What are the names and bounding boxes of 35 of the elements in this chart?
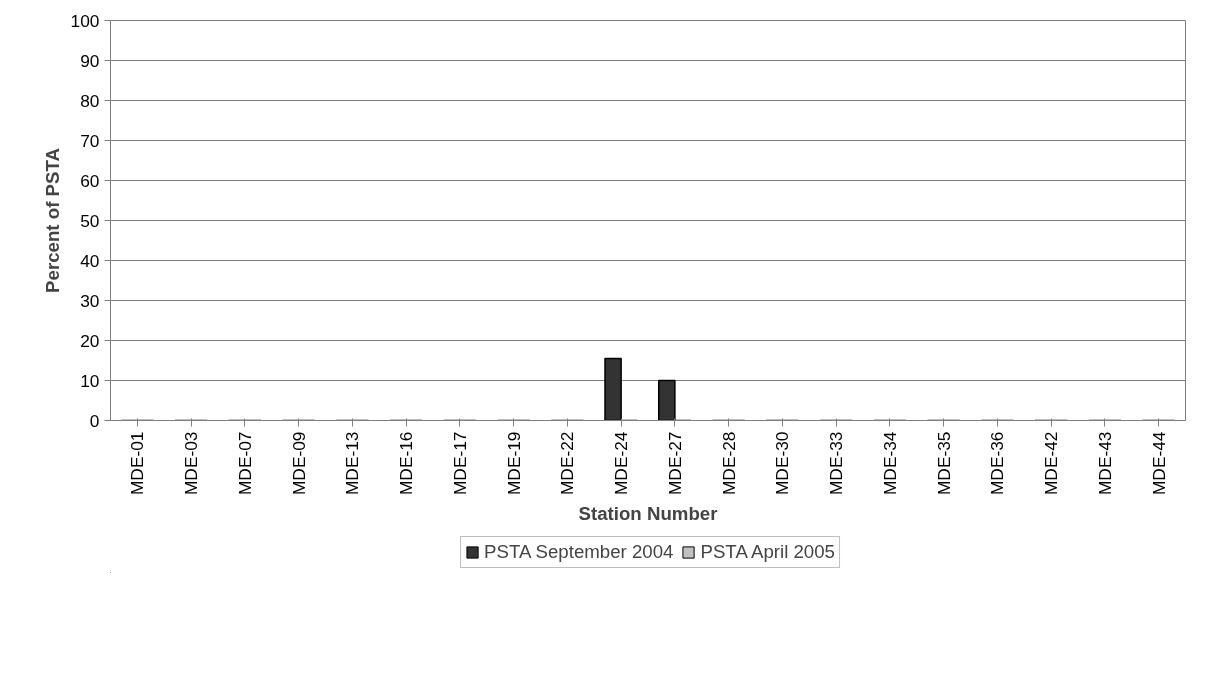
y-tick-label: 60: [80, 170, 100, 191]
y-tick-label: 90: [80, 50, 100, 71]
legend-label: PSTA September 2004: [484, 541, 674, 563]
y-tick-label: 50: [80, 210, 100, 231]
y-tick-label: 30: [80, 290, 100, 311]
y-tick-label: 70: [80, 130, 100, 151]
x-tick-label: MDE-27: [664, 431, 685, 496]
x-tick-label: MDE-43: [1094, 431, 1115, 496]
x-tick-label: MDE-22: [557, 431, 578, 496]
x-tick-label: MDE-09: [288, 431, 309, 496]
y-tick-label: 80: [80, 90, 100, 111]
legend-label: PSTA April 2005: [700, 541, 835, 563]
x-tick-label: MDE-35: [933, 431, 954, 496]
x-tick-label: MDE-17: [449, 431, 470, 496]
x-tick-label: MDE-16: [396, 431, 417, 496]
y-tick-label: 0: [89, 410, 100, 431]
x-tick-label: MDE-13: [342, 431, 363, 496]
x-tick-label: MDE-03: [181, 431, 202, 496]
x-tick-label: MDE-30: [772, 431, 793, 496]
x-tick-label: MDE-28: [718, 431, 739, 496]
x-axis-title: Station Number: [578, 503, 718, 525]
y-tick-label: 100: [70, 10, 100, 31]
y-tick-label: 10: [80, 370, 100, 391]
x-tick-label: MDE-33: [826, 431, 847, 496]
x-tick-label: MDE-07: [234, 431, 255, 496]
y-axis-title: Percent of PSTA: [41, 148, 63, 293]
x-tick-label: MDE-24: [611, 431, 632, 496]
y-tick-label: 40: [80, 250, 100, 271]
x-tick-label: MDE-01: [127, 431, 148, 496]
x-tick-label: MDE-19: [503, 431, 524, 496]
x-tick-label: MDE-44: [1148, 431, 1169, 496]
x-tick-label: MDE-36: [987, 431, 1008, 496]
x-tick-label: MDE-34: [879, 431, 900, 496]
x-tick-label: MDE-42: [1041, 431, 1062, 496]
y-tick-label: 20: [80, 330, 100, 351]
